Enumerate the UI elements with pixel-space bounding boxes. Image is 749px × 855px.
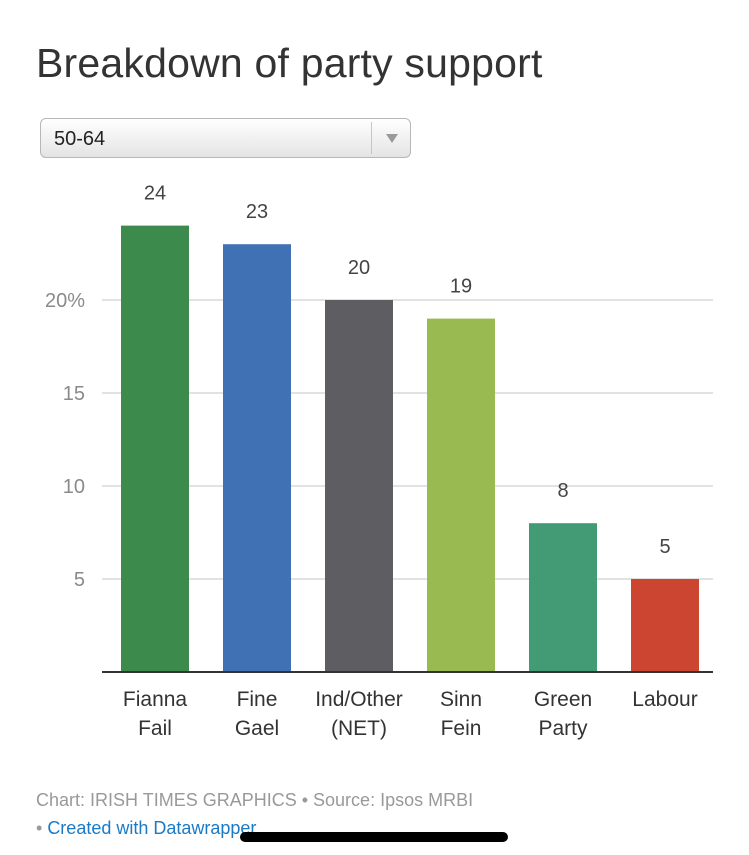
footer-attribution: Chart: IRISH TIMES GRAPHICS • Source: Ip…: [36, 786, 726, 814]
bar: [223, 244, 291, 672]
x-category-label: Fine Gael: [235, 688, 279, 740]
bar: [427, 318, 495, 672]
home-indicator: [240, 832, 508, 842]
bar: [325, 300, 393, 672]
bar-value-label: 24: [144, 183, 166, 205]
bar: [631, 579, 699, 672]
y-tick-label: 20%: [45, 290, 85, 312]
y-tick-label: 15: [63, 383, 85, 405]
x-category-label: Fianna Fail: [123, 688, 188, 740]
bar: [121, 225, 189, 672]
datawrapper-link[interactable]: Created with Datawrapper: [47, 818, 257, 838]
data-labels: 24 23 20 19 8 5: [144, 183, 671, 558]
chart-footer: Chart: IRISH TIMES GRAPHICS • Source: Ip…: [36, 786, 726, 842]
dropdown-selected-value: 50-64: [54, 128, 106, 150]
bar-value-label: 8: [557, 480, 568, 502]
footer-link-line: • Created with Datawrapper: [36, 814, 726, 842]
x-category-label: Labour: [632, 688, 697, 711]
bar-value-label: 19: [450, 276, 472, 298]
footer-separator: •: [296, 790, 314, 810]
footer-credit: Chart: IRISH TIMES GRAPHICS: [36, 790, 297, 810]
y-tick-label: 10: [63, 476, 85, 498]
footer-source: Source: Ipsos MRBI: [313, 790, 474, 810]
x-category-label: Sinn Fein: [440, 688, 482, 740]
x-axis-labels: Fianna Fail Fine Gael Ind/Other (NET) Sinn Fein…: [123, 688, 698, 740]
bar-chart: 5 10 15 20% 24 23 20 19 8 5 Fianna Fail Fine Gael In…: [45, 183, 713, 740]
bars: [121, 225, 699, 672]
age-group-dropdown[interactable]: 50-64: [40, 118, 411, 158]
gridlines: [102, 299, 713, 580]
chart-title: Breakdown of party support: [36, 40, 543, 86]
bar: [529, 523, 597, 672]
footer-bullet: •: [36, 818, 48, 838]
x-category-label: Ind/Other (NET): [315, 688, 403, 740]
bar-value-label: 20: [348, 257, 370, 279]
y-tick-label: 5: [74, 569, 85, 591]
bar-value-label: 23: [246, 201, 268, 223]
bar-value-label: 5: [659, 536, 670, 558]
chevron-down-icon[interactable]: [381, 128, 403, 148]
dropdown-divider: [371, 122, 372, 154]
y-axis-ticks: 5 10 15 20%: [45, 290, 85, 591]
x-category-label: Green Party: [534, 688, 592, 740]
